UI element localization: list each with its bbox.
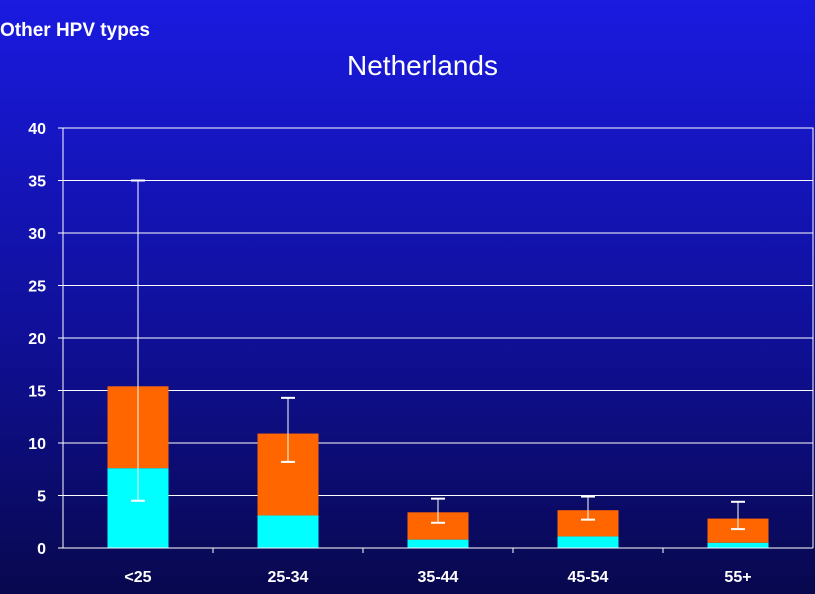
y-tick-label: 30 — [28, 226, 46, 243]
y-tick-label: 0 — [37, 541, 46, 558]
bar-segment — [707, 542, 769, 548]
y-tick-label: 5 — [37, 489, 46, 506]
axes: 0 5 10 15 20 25 30 35 40 <25 25-34 35-44 45-54 55+ — [28, 121, 813, 586]
error-bars — [131, 179, 745, 531]
y-tick-label: 25 — [28, 279, 46, 296]
bar-segment — [557, 536, 619, 548]
bar-segment — [407, 539, 469, 548]
x-tick-label: 25-34 — [268, 569, 309, 586]
bar-segment — [257, 515, 319, 548]
y-tick-label: 35 — [28, 174, 46, 191]
x-tick-label: 45-54 — [568, 569, 609, 586]
x-tick-label: 55+ — [724, 569, 751, 586]
chart-title: Netherlands — [347, 50, 498, 81]
y-tick-label: 15 — [28, 384, 46, 401]
x-tick-label: <25 — [124, 569, 151, 586]
gridlines — [63, 127, 814, 548]
y-tick-label: 10 — [28, 436, 46, 453]
y-tick-label: 40 — [28, 121, 46, 138]
x-tick-label: 35-44 — [418, 569, 459, 586]
y-tick-label: 20 — [28, 331, 46, 348]
section-label: Other HPV types — [0, 20, 150, 41]
